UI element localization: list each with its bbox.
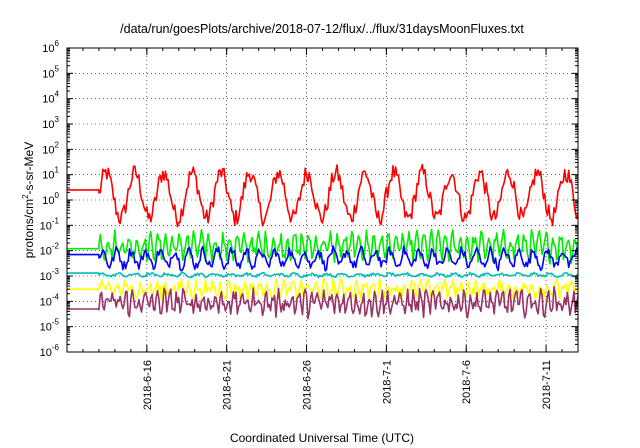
- x-tick-label: 2018-6-21: [222, 360, 234, 410]
- y-tick-label: 10-2: [40, 242, 60, 258]
- x-axis: 2018-6-16 2018-6-21 2018-6-26 2018-7-1 2018-…: [82, 48, 563, 410]
- chart-title: /data/run/goesPlots/archive/2018-07-12/f…: [120, 22, 524, 36]
- series-line-4: [67, 271, 578, 279]
- grid: [67, 47, 578, 353]
- series-line-3: [67, 245, 578, 272]
- y-tick-label: 103: [42, 115, 59, 131]
- x-tick-label: 2018-7-6: [461, 360, 473, 404]
- x-tick-label: 2018-7-1: [381, 360, 393, 404]
- series-line-2: [67, 228, 578, 265]
- y-tick-label: 104: [42, 90, 59, 106]
- series-layer: [67, 163, 578, 320]
- x-tick-label: 2018-7-11: [541, 360, 553, 409]
- y-tick-label: 106: [42, 39, 59, 55]
- y-tick-label: 105: [42, 64, 59, 80]
- x-axis-label: Coordinated Universal Time (UTC): [230, 431, 414, 445]
- y-tick-label: 10-1: [40, 216, 60, 232]
- y-axis: 10-6 10-5 10-4 10-3 10-2 10-1 100 101 102 103 104 1…: [40, 39, 578, 359]
- y-tick-label: 102: [42, 140, 59, 156]
- y-tick-label: 10-4: [40, 292, 60, 308]
- x-tick-label: 2018-6-26: [302, 360, 314, 410]
- x-tick-label: 2018-6-16: [142, 360, 154, 410]
- y-tick-label: 10-5: [40, 318, 60, 334]
- y-tick-label: 10-6: [40, 343, 60, 359]
- series-line-1: [67, 163, 578, 228]
- y-tick-label: 100: [42, 191, 59, 207]
- y-axis-label: protons/cm2-s-sr-MeV: [21, 142, 36, 258]
- y-tick-label: 101: [42, 166, 59, 182]
- y-tick-label: 10-3: [40, 267, 60, 283]
- series-line-6: [67, 285, 578, 320]
